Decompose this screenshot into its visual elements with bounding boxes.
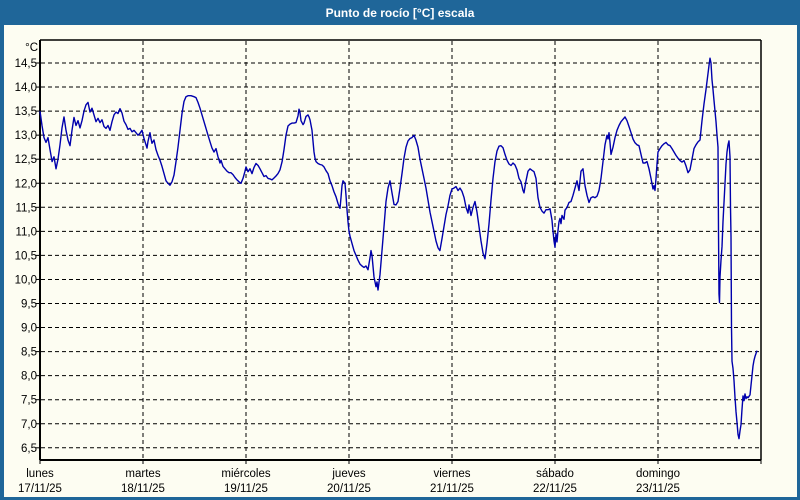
y-tick-label: 10,5	[15, 250, 37, 262]
x-day-name: domingo	[636, 468, 680, 480]
x-day-name: jueves	[331, 468, 365, 480]
x-day-name: viernes	[433, 468, 470, 480]
y-tick-label: 7,5	[21, 395, 37, 407]
x-day-date: 20/11/25	[327, 483, 371, 495]
x-day-date: 19/11/25	[224, 483, 268, 495]
y-tick-label: 11,0	[15, 226, 37, 238]
y-tick-label: 14,5	[15, 58, 37, 70]
x-day-date: 18/11/25	[121, 483, 165, 495]
y-tick-label: 8,0	[21, 371, 37, 383]
x-day-name: martes	[125, 468, 160, 480]
y-tick-label: 12,5	[15, 154, 37, 166]
y-axis-unit-label: °C	[25, 42, 38, 54]
y-tick-label: 13,5	[15, 106, 37, 118]
x-day-date: 17/11/25	[18, 483, 62, 495]
y-tick-label: 6,5	[21, 443, 37, 455]
dewpoint-chart: 14,5 14,0 13,5 13,0 12,5 12,0 11,5 11,0 10,5 10,0…	[15, 39, 762, 495]
x-day-name: lunes	[26, 468, 54, 480]
x-day-date: 21/11/25	[430, 483, 474, 495]
y-tick-label: 9,0	[21, 323, 37, 335]
plot-pane: 14,5 14,0 13,5 13,0 12,5 12,0 11,5 11,0 10,5 10,0…	[4, 25, 797, 497]
y-tick-label: 14,0	[15, 82, 37, 94]
y-tick-label: 12,0	[15, 178, 37, 190]
dewpoint-line	[39, 57, 758, 440]
window-title-bar: Punto de rocío [°C] escala	[0, 0, 800, 25]
x-day-name: sábado	[536, 468, 574, 480]
window-title: Punto de rocío [°C] escala	[325, 5, 475, 20]
x-day-date: 23/11/25	[636, 483, 680, 495]
y-tick-label: 13,0	[15, 130, 37, 142]
y-tick-label: 7,0	[21, 419, 37, 431]
x-day-date: 22/11/25	[533, 483, 577, 495]
y-tick-label: 9,5	[21, 299, 37, 311]
y-tick-label: 10,0	[15, 274, 37, 286]
x-day-name: miércoles	[221, 468, 270, 480]
y-tick-label: 11,5	[15, 202, 37, 214]
y-tick-label: 8,5	[21, 347, 37, 359]
